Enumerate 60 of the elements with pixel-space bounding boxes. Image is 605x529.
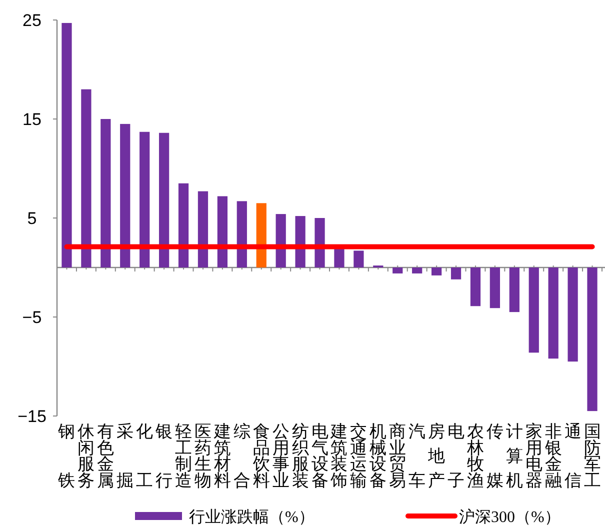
y-tick-label: 25 <box>22 11 42 30</box>
bar <box>62 22 72 268</box>
x-tick-label: 轻工制造 <box>175 422 192 490</box>
x-tick-label: 国防军工 <box>584 422 601 490</box>
legend-label: 沪深300（%） <box>459 508 560 526</box>
bar <box>81 89 92 268</box>
x-tick-label: 有色金属 <box>97 422 114 490</box>
y-tick-label: 5 <box>27 209 37 228</box>
bar <box>140 132 150 268</box>
bar <box>334 248 344 268</box>
x-tick-label: 房地产 <box>427 422 446 490</box>
x-tick-label: 公用事业 <box>272 422 290 490</box>
bar <box>412 268 422 274</box>
category-label: 钢铁 <box>58 422 76 490</box>
x-tick-label: 建筑装饰 <box>330 422 348 490</box>
x-tick-label: 家用电器 <box>525 422 542 490</box>
bar <box>450 268 462 280</box>
y-tick-label: −5 <box>22 308 42 327</box>
bar <box>158 132 170 268</box>
category-label: 银行 <box>156 422 173 490</box>
bar <box>100 119 111 268</box>
x-tick-label: 食品饮料 <box>252 422 270 490</box>
x-tick-label: 医药生物 <box>194 422 212 490</box>
bar <box>587 268 598 412</box>
category-label: 采掘 <box>116 422 134 490</box>
bar <box>178 183 189 268</box>
category-label: 传媒 <box>486 422 504 490</box>
x-tick-label: 农林牧渔 <box>466 422 484 490</box>
y-tick-label: 15 <box>22 110 42 129</box>
bar <box>568 268 578 362</box>
legend-label: 行业涨跌幅（%） <box>189 508 314 526</box>
bar <box>528 268 539 353</box>
bar <box>470 268 481 306</box>
x-tick-label: 休闲服务 <box>78 422 95 490</box>
category-label: 化工 <box>136 422 154 490</box>
x-tick-label: 建筑材料 <box>212 422 231 490</box>
x-tick-label: 非银金融 <box>544 422 562 490</box>
bar <box>354 250 364 268</box>
bar <box>256 203 266 268</box>
bar <box>217 196 228 268</box>
bar <box>509 268 520 312</box>
bar <box>490 268 500 308</box>
bar <box>392 268 403 274</box>
bar <box>198 191 208 268</box>
x-tick-label: 纺织服装 <box>292 422 309 490</box>
y-tick-label: −15 <box>18 407 46 426</box>
category-label: 通信 <box>564 422 582 490</box>
x-tick-label: 计算机 <box>506 422 523 490</box>
x-tick-label: 交通运输 <box>350 422 368 490</box>
bar <box>431 268 442 276</box>
x-tick-label: 机械设备 <box>370 422 387 490</box>
x-tick-label: 电气设备 <box>311 422 328 490</box>
bar <box>314 218 325 268</box>
bar <box>120 124 130 268</box>
category-label: 汽车 <box>408 422 426 490</box>
x-tick-label: 商业贸易 <box>389 422 406 490</box>
bar <box>236 201 247 268</box>
category-label: 电子 <box>448 422 465 490</box>
category-label: 综合 <box>233 422 250 490</box>
bar <box>548 268 558 359</box>
